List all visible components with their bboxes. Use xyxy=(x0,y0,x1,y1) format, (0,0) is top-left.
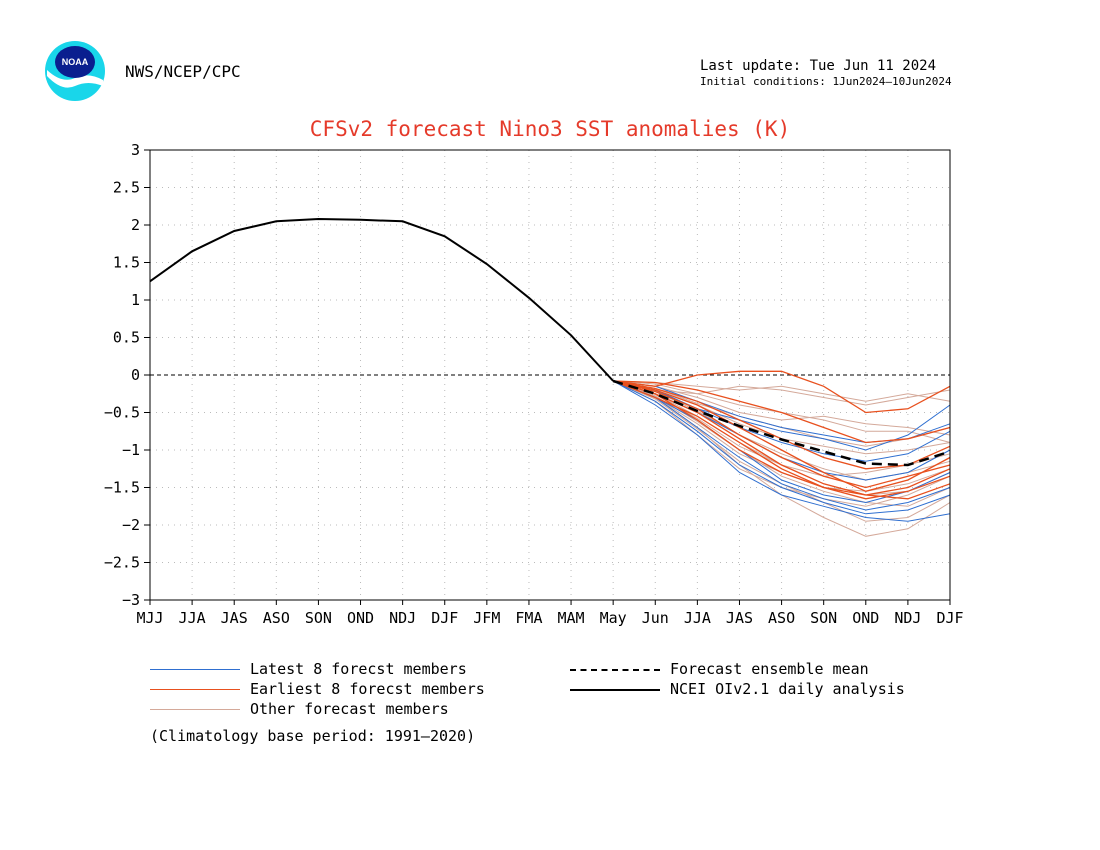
x-tick-label: JAS xyxy=(221,609,248,627)
x-tick-label: Jun xyxy=(642,609,669,627)
initial-conditions: Initial conditions: 1Jun2024—10Jun2024 xyxy=(700,75,952,88)
x-tick-label: JFM xyxy=(473,609,500,627)
x-tick-label: JJA xyxy=(684,609,711,627)
y-tick-label: −2 xyxy=(122,516,140,534)
chart-title: CFSv2 forecast Nino3 SST anomalies (K) xyxy=(310,117,790,141)
legend-latest-swatch xyxy=(150,669,240,670)
legend-mean-label: Forecast ensemble mean xyxy=(670,660,869,678)
x-tick-label: ASO xyxy=(768,609,795,627)
last-update: Last update: Tue Jun 11 2024 xyxy=(700,58,937,74)
y-tick-label: 1 xyxy=(131,291,140,309)
legend-other-swatch xyxy=(150,709,240,710)
y-tick-label: 2.5 xyxy=(113,179,140,197)
y-tick-label: −3 xyxy=(122,591,140,609)
ensemble-mean-series xyxy=(612,379,951,467)
latest-member-line xyxy=(612,380,951,515)
legend-mean-swatch xyxy=(570,669,660,671)
legend-earliest-label: Earliest 8 forecst members xyxy=(250,680,485,698)
other-members xyxy=(612,380,951,537)
ensemble-mean-line xyxy=(612,379,951,467)
y-tick-label: 3 xyxy=(131,141,140,159)
legend-obs-swatch xyxy=(570,689,660,691)
earliest-member-line xyxy=(613,380,951,492)
other-member-line xyxy=(613,380,951,537)
y-tick-label: 0 xyxy=(131,366,140,384)
x-tick-label: MJJ xyxy=(136,609,163,627)
x-tick-label: ASO xyxy=(263,609,290,627)
x-tick-label: OND xyxy=(347,609,374,627)
earliest-member-line xyxy=(613,380,951,489)
x-tick-label: OND xyxy=(852,609,879,627)
x-tick-label: SON xyxy=(810,609,837,627)
y-tick-label: −1 xyxy=(122,441,140,459)
earliest-member-line xyxy=(613,380,951,500)
earliest-member-line xyxy=(613,380,951,496)
agency-label: NWS/NCEP/CPC xyxy=(125,62,241,81)
x-tick-label: NDJ xyxy=(389,609,416,627)
latest-member-line xyxy=(613,380,951,462)
noaa-logo-text: NOAA xyxy=(62,57,89,67)
x-tick-label: DJF xyxy=(431,609,458,627)
latest-member-line xyxy=(613,380,951,511)
x-tick-label: JJA xyxy=(179,609,206,627)
observed-line xyxy=(149,217,614,382)
legend-obs-label: NCEI OIv2.1 daily analysis xyxy=(670,680,905,698)
observed-series xyxy=(149,217,614,382)
x-tick-label: MAM xyxy=(558,609,585,627)
earliest-member-line xyxy=(612,380,951,500)
y-tick-label: −1.5 xyxy=(104,479,140,497)
x-tick-label: May xyxy=(600,609,627,627)
legend-latest-label: Latest 8 forecst members xyxy=(250,660,467,678)
grid xyxy=(150,150,950,600)
other-member-line xyxy=(613,380,951,402)
y-tick-label: 0.5 xyxy=(113,329,140,347)
x-tick-labels: MJJ JJA JAS ASO SON OND NDJ DJF JFM FMA MAM May Jun J… xyxy=(136,600,964,627)
x-tick-label: JAS xyxy=(726,609,753,627)
earliest-member-line xyxy=(613,370,951,414)
earliest-member-line xyxy=(613,380,951,444)
x-tick-label: FMA xyxy=(515,609,542,627)
legend-earliest-swatch xyxy=(150,689,240,690)
latest-member-line xyxy=(613,380,951,504)
y-tick-label: 1.5 xyxy=(113,254,140,272)
latest-member-line xyxy=(612,380,951,522)
legend-other-label: Other forecast members xyxy=(250,700,449,718)
x-tick-label: SON xyxy=(305,609,332,627)
earliest-members xyxy=(612,370,951,500)
x-tick-label: NDJ xyxy=(894,609,921,627)
noaa-logo: NOAA xyxy=(45,41,105,101)
other-member-line xyxy=(613,380,951,436)
y-tick-label: −2.5 xyxy=(104,554,140,572)
y-tick-label: −0.5 xyxy=(104,404,140,422)
y-tick-labels: 3 2.5 2 1.5 1 0.5 0 −0.5 −1 −1.5 −2 −2.5 −3 xyxy=(104,141,150,609)
y-tick-label: 2 xyxy=(131,216,140,234)
x-tick-label: DJF xyxy=(936,609,963,627)
climatology-note: (Climatology base period: 1991—2020) xyxy=(150,727,476,745)
latest-members xyxy=(612,380,951,522)
